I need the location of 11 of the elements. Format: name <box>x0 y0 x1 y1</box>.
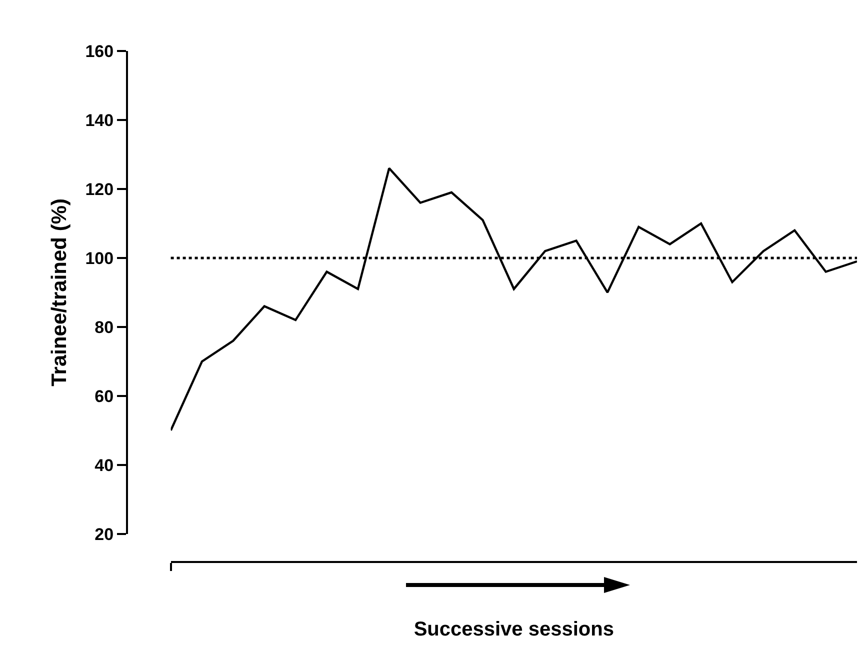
y-tick-label: 80 <box>94 318 114 337</box>
x-axis-title: Successive sessions <box>414 618 614 640</box>
y-tick-label: 120 <box>85 180 114 199</box>
y-tick-label: 100 <box>85 248 114 268</box>
y-tick-label: 20 <box>94 524 114 544</box>
y-tick-label: 140 <box>85 110 114 130</box>
line-series <box>170 167 857 432</box>
y-tick-label: 40 <box>94 456 114 475</box>
y-tick-label: 160 <box>85 42 114 61</box>
y-tick-label: 60 <box>94 386 114 406</box>
y-axis-title: Trainee/trained (%) <box>48 198 71 386</box>
